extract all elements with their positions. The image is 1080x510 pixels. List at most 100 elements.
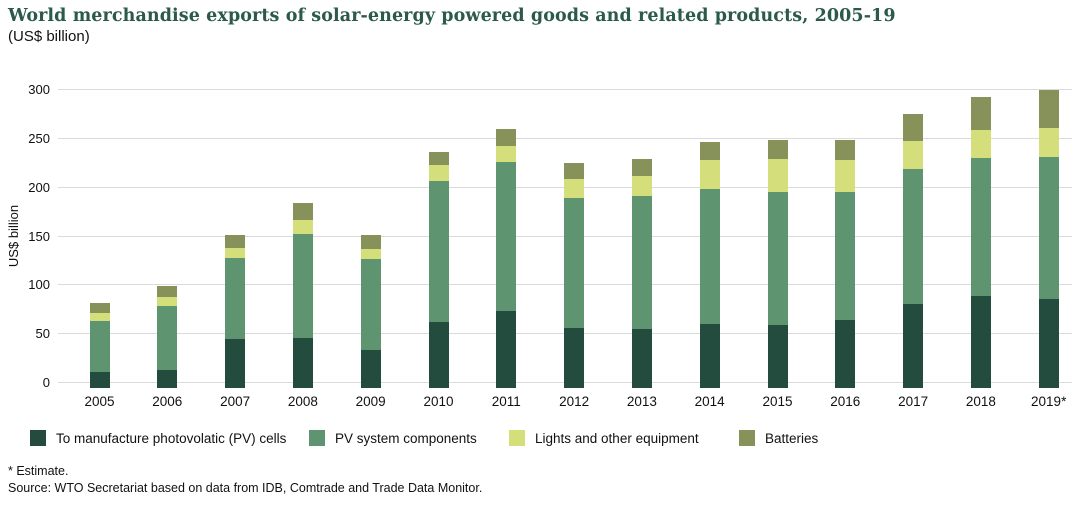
footnotes: * Estimate. Source: WTO Secretariat base…	[8, 463, 482, 497]
legend: To manufacture photovolatic (PV) cells PV…	[0, 430, 1080, 454]
bar-2013	[631, 159, 652, 388]
bar-segment	[631, 196, 652, 330]
legend-swatch-icon	[509, 430, 525, 446]
footnote-source: Source: WTO Secretariat based on data fr…	[8, 481, 483, 495]
bar-segment	[903, 169, 924, 304]
bar-2010	[428, 151, 449, 388]
bar-segment	[564, 198, 585, 329]
bar-2017	[903, 114, 924, 388]
bar-segment	[699, 188, 720, 325]
bar-segment	[1038, 298, 1059, 388]
bar-segment	[903, 114, 924, 141]
bar-segment	[903, 140, 924, 170]
bar-segment	[428, 165, 449, 181]
legend-label: Batteries	[765, 430, 819, 446]
bar-segment	[496, 162, 517, 311]
bar-segment	[292, 233, 313, 339]
bar-segment	[428, 180, 449, 323]
bar-segment	[835, 319, 856, 388]
legend-item: To manufacture photovolatic (PV) cells	[30, 430, 286, 446]
bar-segment	[89, 312, 110, 321]
bar-segment	[360, 258, 381, 350]
y-tick-label: 50	[35, 326, 50, 342]
bar-2018	[970, 96, 991, 388]
x-tick-label: 2016	[830, 394, 861, 409]
bar-segment	[360, 349, 381, 388]
bar-segment	[157, 305, 178, 371]
bar-segment	[767, 191, 788, 326]
bar-segment	[496, 129, 517, 146]
bar-segment	[428, 322, 449, 388]
y-tick-label: 250	[28, 130, 50, 146]
bar-2007	[225, 234, 246, 388]
bar-segment	[970, 130, 991, 159]
bar-segment	[767, 325, 788, 388]
bar-segment	[970, 96, 991, 131]
bar-segment	[1038, 128, 1059, 158]
bar-segment	[970, 158, 991, 297]
bar-segment	[292, 219, 313, 234]
bar-segment	[157, 286, 178, 298]
legend-label: To manufacture photovolatic (PV) cells	[56, 430, 287, 446]
bar-segment	[360, 234, 381, 250]
bar-2012	[564, 163, 585, 388]
bar-segment	[1038, 90, 1059, 129]
bar-2011	[496, 129, 517, 388]
bar-segment	[631, 159, 652, 176]
bar-segment	[903, 303, 924, 388]
bar-2008	[292, 203, 313, 388]
bar-segment	[157, 297, 178, 306]
bar-segment	[564, 178, 585, 199]
x-tick-label: 2014	[694, 394, 725, 409]
bar-segment	[225, 257, 246, 340]
x-tick-label: 2015	[762, 394, 793, 409]
bar-segment	[631, 329, 652, 388]
bar-segment	[157, 370, 178, 388]
chart-title: World merchandise exports of solar-energ…	[8, 6, 896, 26]
bar-segment	[496, 310, 517, 388]
bar-segment	[699, 141, 720, 161]
y-axis-title: US$ billion	[6, 204, 21, 268]
x-tick-label: 2018	[965, 394, 996, 409]
x-tick-label: 2012	[559, 394, 590, 409]
bar-segment	[428, 151, 449, 166]
bar-2019	[1038, 90, 1059, 388]
bar-segment	[292, 203, 313, 220]
bar-segment	[699, 324, 720, 388]
legend-swatch-icon	[309, 430, 325, 446]
bar-segment	[564, 163, 585, 179]
bar-segment	[89, 372, 110, 388]
bar-segment	[360, 249, 381, 259]
bar-segment	[767, 139, 788, 160]
gridline-300	[58, 89, 1072, 90]
bar-segment	[89, 302, 110, 313]
bar-segment	[1038, 157, 1059, 299]
y-tick-label: 150	[28, 228, 50, 244]
bar-segment	[699, 160, 720, 189]
y-tick-label: 100	[28, 277, 50, 293]
bar-segment	[631, 175, 652, 197]
x-tick-label: 2005	[84, 394, 115, 409]
legend-item: Batteries	[739, 430, 818, 446]
bar-segment	[767, 159, 788, 192]
bar-segment	[225, 234, 246, 249]
y-tick-label: 300	[28, 82, 50, 97]
bar-2006	[157, 286, 178, 388]
x-tick-label: 2009	[355, 394, 386, 409]
y-tick-label: 0	[42, 375, 50, 390]
x-tick-label: 2017	[898, 394, 929, 409]
legend-swatch-icon	[30, 430, 46, 446]
gridline-250	[58, 137, 1072, 139]
legend-item: PV system components	[309, 430, 477, 446]
bar-segment	[835, 191, 856, 320]
bar-2015	[767, 139, 788, 388]
bar-2014	[699, 141, 720, 388]
bar-segment	[292, 338, 313, 388]
x-tick-label: 2011	[491, 394, 521, 409]
legend-label: Lights and other equipment	[535, 430, 699, 446]
x-tick-label: 2010	[423, 394, 454, 409]
chart-subtitle: (US$ billion)	[8, 28, 90, 45]
legend-label: PV system components	[335, 430, 477, 446]
x-tick-label: 2006	[152, 394, 183, 409]
